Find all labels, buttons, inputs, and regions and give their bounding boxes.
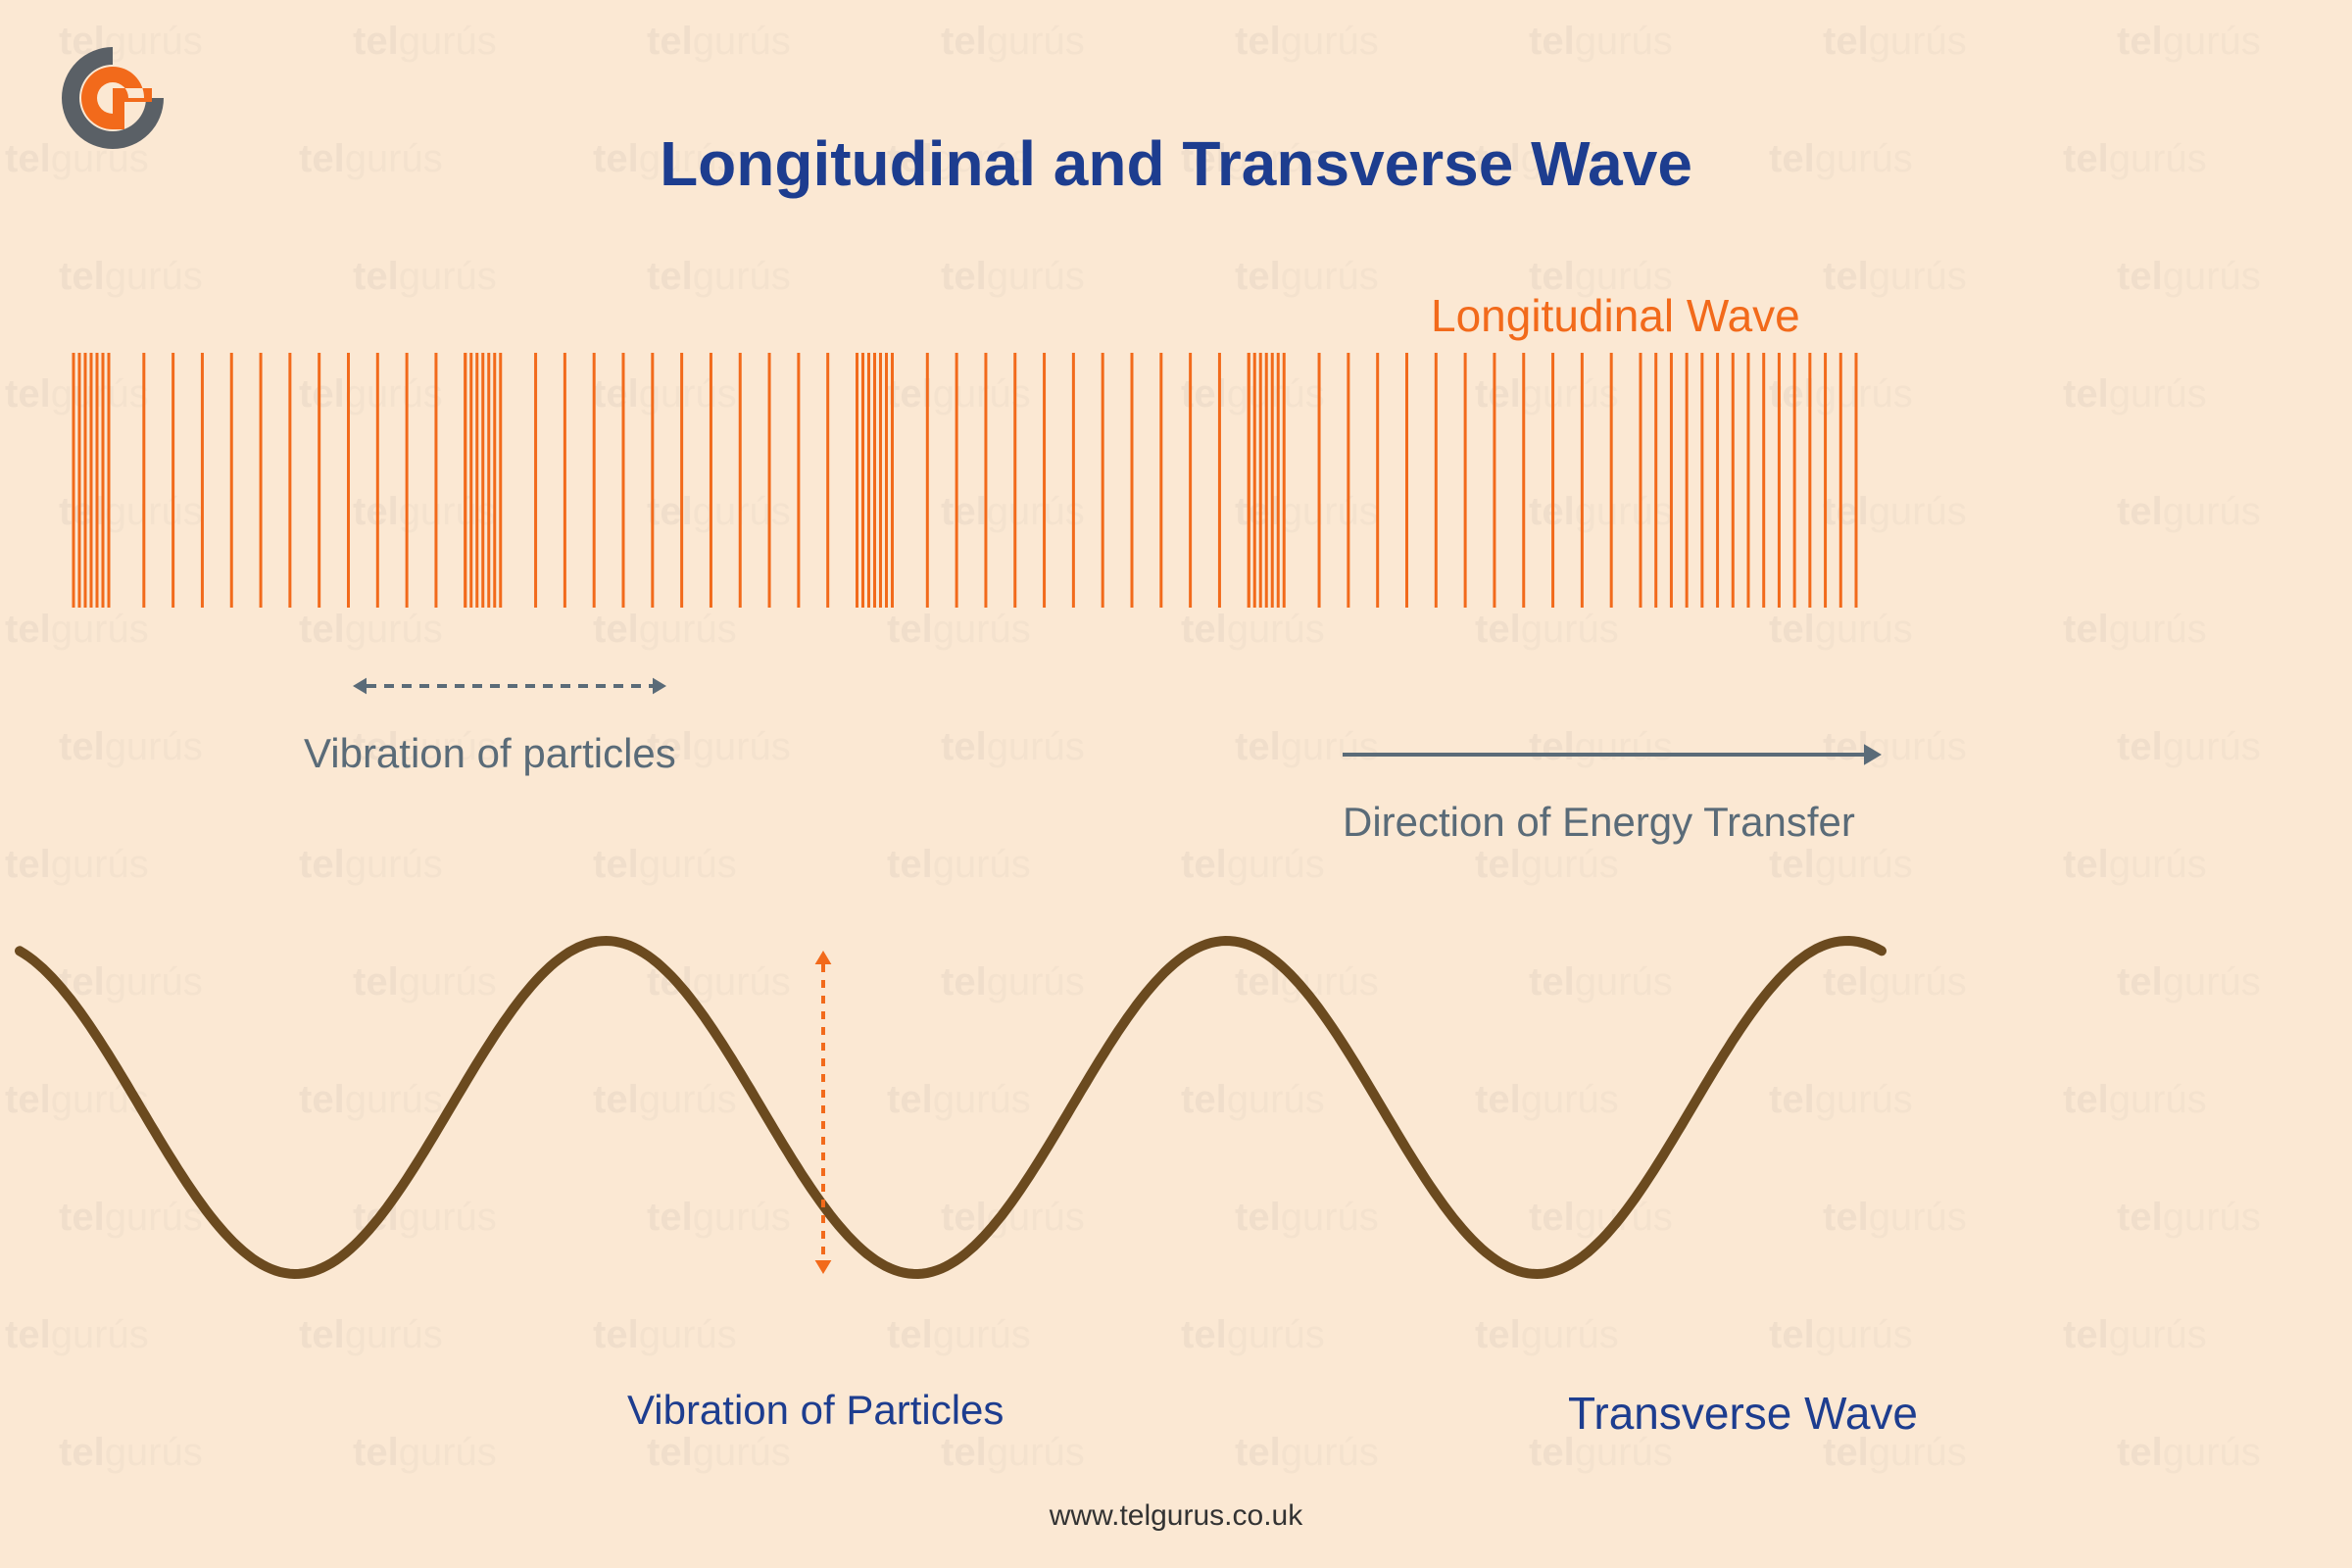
transverse-wave-label: Transverse Wave [1568,1387,1918,1440]
direction-energy-label: Direction of Energy Transfer [1343,799,1855,846]
footer-url: www.telgurus.co.uk [0,1499,2352,1533]
diagram-svg [0,0,2352,1568]
longitudinal-wave [74,353,1856,608]
longitudinal-wave-label: Longitudinal Wave [1431,289,1800,342]
arrowhead-right-icon [653,678,666,695]
arrowhead-left-icon [353,678,367,695]
arrowhead-down-icon [815,1260,832,1274]
arrowhead-up-icon [815,951,832,964]
arrowhead-right-icon [1864,744,1882,765]
diagram-canvas: telgurústelgurústelgurústelgurústelgurús… [0,0,2352,1568]
transverse-wave [20,941,1882,1274]
vibration-particles-transverse-label: Vibration of Particles [627,1387,1004,1434]
vibration-particles-longitudinal-label: Vibration of particles [304,730,676,777]
